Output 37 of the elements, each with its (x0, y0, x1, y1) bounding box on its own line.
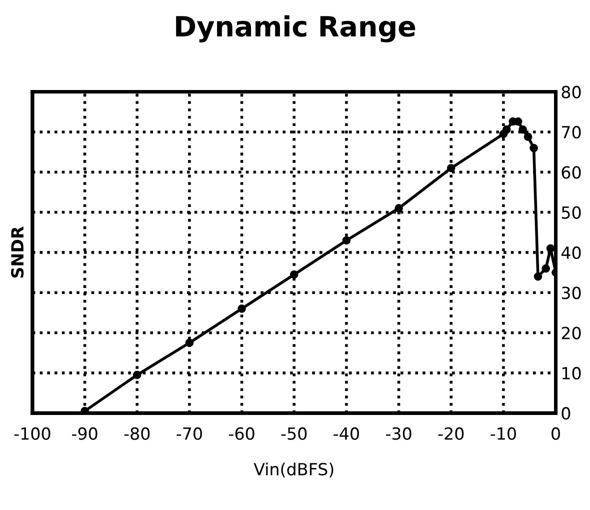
point (542, 264, 550, 273)
x-tick-label: -20 (438, 427, 464, 440)
y2-tick-label: 30 (562, 286, 581, 300)
x-tick-label: -40 (334, 427, 359, 440)
x-tick-label: -50 (281, 427, 307, 440)
point (394, 204, 403, 212)
x-tick-label: -10 (490, 427, 516, 440)
point (290, 270, 298, 279)
y2-tick-label: 80 (562, 86, 581, 98)
y2-tick-label: 50 (562, 206, 581, 219)
point (530, 144, 538, 152)
point (446, 164, 456, 172)
y-axis-title: SNDR (11, 226, 24, 278)
point (502, 125, 511, 134)
point (534, 272, 542, 281)
x-axis-title: Vin(dBFS) (254, 462, 334, 478)
y2-tick-label: 10 (562, 366, 581, 380)
x-tick-label: -90 (72, 427, 98, 440)
point (238, 304, 246, 313)
x-tick-label: -60 (228, 427, 254, 440)
point (342, 236, 351, 245)
x-tick-label: -30 (386, 427, 412, 440)
point (185, 338, 194, 347)
point (132, 370, 142, 380)
chart-title: Dynamic Range (176, 15, 416, 42)
y2-tick-label: 20 (562, 326, 581, 340)
y2-tick-label: 40 (561, 246, 581, 260)
y2-tick-label: 70 (562, 126, 581, 139)
y2-tick-label: 60 (562, 166, 581, 179)
point (546, 244, 555, 253)
x-tick-label: -70 (176, 427, 202, 440)
x-tick-label: -80 (124, 427, 150, 440)
y2-tick-label: 0 (562, 407, 570, 420)
point (524, 132, 532, 141)
x-tick-label: 0 (552, 427, 560, 440)
point (518, 125, 527, 134)
x-tick-label: -100 (14, 427, 50, 440)
